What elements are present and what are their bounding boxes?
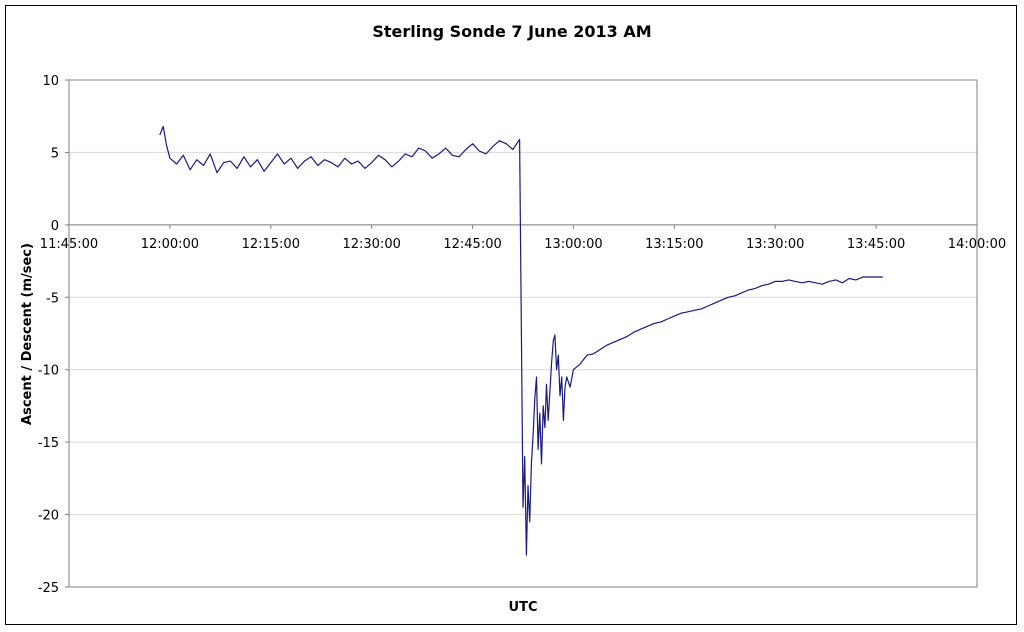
y-tick-label: 0	[51, 219, 59, 234]
x-tick-label: 11:45:00	[40, 237, 98, 252]
x-tick-label: 13:15:00	[645, 237, 703, 252]
gridlines	[69, 151, 977, 516]
y-tick-label: -25	[38, 581, 59, 596]
x-tick-label: 13:00:00	[544, 237, 602, 252]
chart-title: Sterling Sonde 7 June 2013 AM	[372, 22, 652, 41]
y-axis-ticks: 10 5 0 -5 -10 -15 -20 -25	[38, 74, 69, 596]
y-tick-label: -5	[46, 291, 59, 306]
x-axis-title: UTC	[509, 600, 538, 615]
x-tick-label: 13:30:00	[746, 237, 804, 252]
x-tick-label: 12:15:00	[242, 237, 300, 252]
x-tick-label: 13:45:00	[847, 237, 905, 252]
y-tick-label: -20	[38, 509, 59, 524]
y-tick-label: 5	[51, 146, 59, 161]
series-line	[159, 125, 883, 556]
plot-area	[68, 79, 978, 588]
x-tick-label: 12:45:00	[443, 237, 501, 252]
x-axis-ticks: 11:45:00 12:00:00 12:15:00 12:30:00 12:45:00…	[40, 224, 1006, 252]
chart-frame	[5, 5, 1017, 625]
y-tick-label: -15	[38, 436, 59, 451]
x-tick-label: 14:00:00	[948, 237, 1006, 252]
x-tick-label: 12:00:00	[141, 237, 199, 252]
y-axis-title: Ascent / Descent (m/sec)	[20, 243, 35, 425]
x-tick-label: 12:30:00	[342, 237, 400, 252]
y-tick-label: 10	[42, 74, 59, 89]
y-tick-label: -10	[38, 364, 59, 379]
